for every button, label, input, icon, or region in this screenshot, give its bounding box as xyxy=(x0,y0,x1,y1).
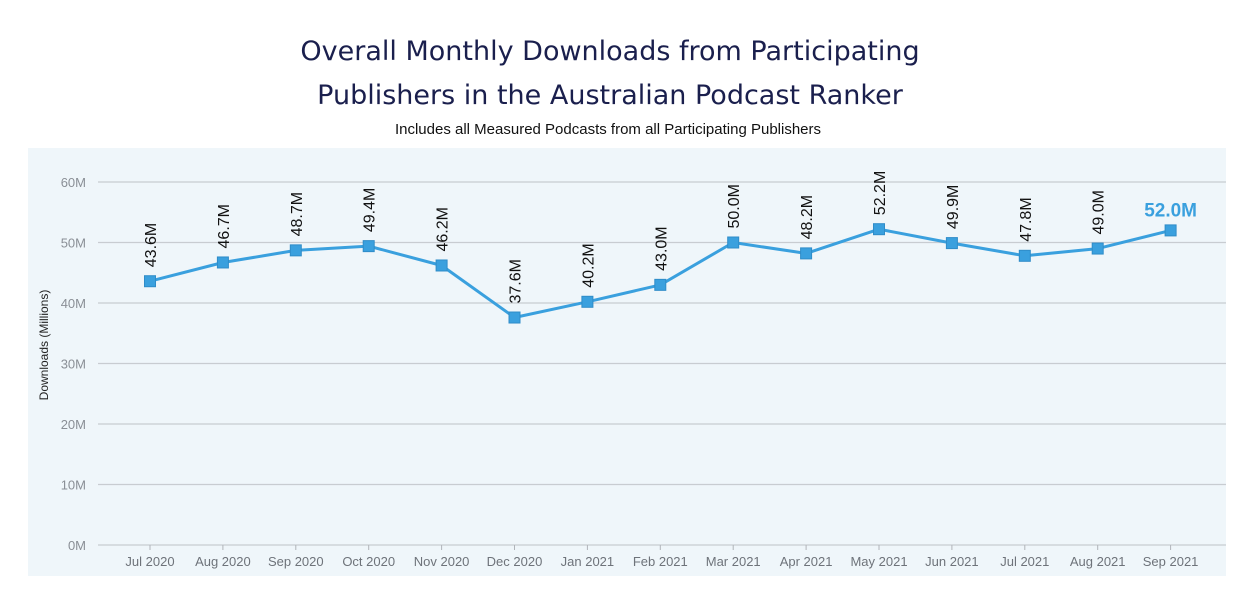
x-tick-label: Feb 2021 xyxy=(633,554,688,569)
x-tick-label: Jun 2021 xyxy=(925,554,979,569)
x-tick-label: Aug 2020 xyxy=(195,554,251,569)
y-tick-label: 20M xyxy=(61,417,86,432)
chart-title-line-2: Publishers in the Australian Podcast Ran… xyxy=(317,80,903,111)
data-label: 49.4M xyxy=(362,188,379,232)
data-point-marker xyxy=(508,311,521,324)
data-point-marker xyxy=(945,237,958,250)
series-downloads xyxy=(144,223,1177,324)
data-point-marker xyxy=(216,256,229,269)
chart-title-line-1: Overall Monthly Downloads from Participa… xyxy=(300,36,920,67)
data-label: 52.0M xyxy=(1144,200,1197,221)
x-tick-label: Jul 2021 xyxy=(1000,554,1049,569)
y-tick-label: 40M xyxy=(61,296,86,311)
x-tick-label: Apr 2021 xyxy=(780,554,833,569)
x-tick-label: Sep 2021 xyxy=(1143,554,1199,569)
data-label: 43.6M xyxy=(143,223,160,267)
x-tick-label: May 2021 xyxy=(850,554,907,569)
x-tick-label: Nov 2020 xyxy=(414,554,470,569)
data-label: 50.0M xyxy=(726,184,743,228)
data-label: 48.2M xyxy=(799,195,816,239)
x-tick-label: Sep 2020 xyxy=(268,554,324,569)
data-point-marker xyxy=(362,240,375,253)
data-point-marker xyxy=(1164,224,1177,237)
y-axis-ticks: 0M 10M 20M 30M 40M 50M 60M xyxy=(61,175,86,553)
data-label: 49.0M xyxy=(1091,190,1108,234)
data-labels: 43.6M 46.7M 48.7M 49.4M 46.2M 37.6M 40.2M 43.0M… xyxy=(143,171,1197,304)
data-point-marker xyxy=(873,223,885,236)
data-label: 37.6M xyxy=(508,259,525,303)
plot-area xyxy=(28,148,1226,576)
data-point-marker xyxy=(1018,249,1031,262)
data-label: 48.7M xyxy=(289,192,306,236)
data-label: 47.8M xyxy=(1018,197,1035,241)
data-point-marker xyxy=(727,236,740,249)
x-tick-label: Oct 2020 xyxy=(342,554,395,569)
y-axis-label: Downloads (Millions) xyxy=(37,290,51,401)
y-tick-label: 50M xyxy=(61,236,86,251)
y-tick-label: 10M xyxy=(61,478,86,493)
chart-title: Overall Monthly Downloads from Participa… xyxy=(0,30,1220,118)
data-label: 46.7M xyxy=(216,204,233,248)
data-label: 52.2M xyxy=(872,171,889,215)
y-tick-label: 0M xyxy=(68,538,86,553)
data-point-marker xyxy=(435,259,448,272)
y-tick-label: 30M xyxy=(61,357,86,372)
data-label: 49.9M xyxy=(945,185,962,229)
x-tick-label: Mar 2021 xyxy=(706,554,761,569)
data-point-marker xyxy=(581,295,594,308)
data-point-marker xyxy=(1091,242,1104,255)
data-point-marker xyxy=(800,247,813,260)
data-label: 40.2M xyxy=(580,243,597,287)
data-label: 46.2M xyxy=(435,207,452,251)
data-point-marker xyxy=(144,275,156,288)
x-tick-label: Dec 2020 xyxy=(487,554,543,569)
y-tick-label: 60M xyxy=(61,175,86,190)
data-point-marker xyxy=(654,278,667,291)
gridlines xyxy=(98,181,1226,546)
x-axis-ticks: Jul 2020 Aug 2020 Sep 2020 Oct 2020 Nov 2020… xyxy=(125,545,1198,569)
x-tick-label: Jul 2020 xyxy=(125,554,174,569)
x-tick-label: Aug 2021 xyxy=(1070,554,1126,569)
data-label: 43.0M xyxy=(653,226,670,270)
chart-subtitle: Includes all Measured Podcasts from all … xyxy=(394,121,822,138)
data-point-marker xyxy=(289,244,302,257)
x-tick-label: Jan 2021 xyxy=(561,554,615,569)
